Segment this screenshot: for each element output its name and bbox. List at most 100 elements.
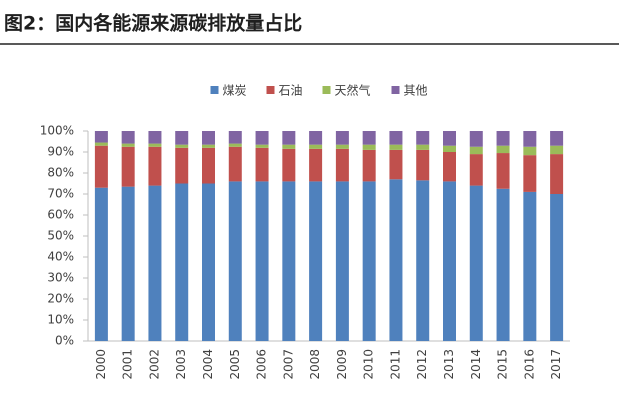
legend-label: 石油 [279, 84, 303, 98]
x-tick-label: 2006 [255, 349, 269, 380]
bar-segment [175, 131, 189, 145]
bar-segment [175, 144, 189, 148]
bar-segment [255, 147, 269, 182]
bar-segment [202, 144, 215, 148]
bar-segment [121, 186, 135, 341]
bar-segment [496, 131, 510, 146]
y-tick-label: 70% [47, 187, 74, 201]
bar-segment [335, 181, 349, 341]
bar-segment [469, 185, 483, 341]
x-tick-label: 2017 [549, 349, 563, 380]
bar-segment [523, 191, 537, 341]
bar-segment [282, 144, 296, 149]
bar-segment [389, 144, 403, 150]
bar-segment [202, 131, 215, 145]
x-tick-label: 2005 [228, 349, 242, 380]
x-tick-label: 2001 [121, 349, 135, 380]
y-tick-label: 10% [47, 313, 74, 327]
bar-segment [523, 146, 537, 156]
bar-segment [496, 153, 510, 189]
y-tick-label: 30% [47, 271, 74, 285]
x-tick-label: 2011 [388, 349, 402, 380]
bar-segment [255, 181, 269, 341]
y-tick-label: 90% [47, 145, 74, 159]
bar-segment [309, 181, 323, 341]
x-tick-label: 2012 [415, 349, 429, 380]
y-tick-label: 80% [47, 166, 74, 180]
x-tick-label: 2013 [442, 349, 456, 380]
bar-segment [121, 146, 135, 187]
chart-title: 图2：国内各能源来源碳排放量占比 [4, 12, 302, 35]
y-tick-label: 20% [47, 292, 74, 306]
bar-segment [255, 144, 269, 148]
x-tick-label: 2010 [362, 349, 376, 380]
bar-segment [416, 180, 430, 341]
x-tick-label: 2008 [308, 349, 322, 380]
bar-segment [309, 131, 323, 145]
bar-segment [148, 146, 162, 186]
y-tick-label: 40% [47, 250, 74, 264]
bar-segment [202, 183, 215, 341]
x-tick-label: 2007 [281, 349, 295, 380]
x-tick-label: 2009 [335, 349, 349, 380]
bar-segment [148, 131, 162, 144]
bar-segment [228, 143, 242, 147]
bar-segment [389, 131, 403, 145]
bar-segment [335, 144, 349, 149]
legend-swatch [266, 86, 275, 94]
bar-segment [94, 142, 108, 146]
bar-segment [282, 181, 296, 341]
bar-segment [469, 154, 483, 186]
bar-segment [121, 143, 135, 147]
bar-segment [443, 152, 456, 182]
legend-label: 天然气 [335, 83, 371, 98]
bar-segment [309, 148, 323, 182]
bar-segment [496, 188, 510, 341]
x-tick-label: 2016 [522, 349, 536, 380]
x-tick-label: 2004 [201, 349, 215, 380]
bar-segment [309, 144, 323, 149]
bar-segment [228, 131, 242, 144]
bar-segment [523, 155, 537, 192]
bar-segment [550, 154, 564, 194]
bar-segment [335, 148, 349, 182]
bar-segment [362, 144, 376, 150]
bar-segment [416, 131, 430, 145]
legend-label: 其他 [404, 84, 428, 98]
legend-swatch [391, 86, 400, 94]
bar-segment [148, 185, 162, 341]
bar-segment [121, 131, 135, 144]
bar-segment [335, 131, 349, 145]
bar-segment [389, 179, 403, 341]
bar-segment [389, 149, 403, 180]
bar-segment [228, 146, 242, 182]
x-tick-label: 2002 [147, 349, 161, 380]
bar-segment [416, 144, 430, 150]
bar-segment [255, 131, 269, 145]
x-tick-label: 2000 [94, 349, 108, 380]
bar-segment [202, 147, 215, 184]
legend-label: 煤炭 [223, 84, 247, 98]
bar-segment [362, 181, 376, 341]
bar-segment [175, 147, 189, 184]
legend-swatch [322, 86, 331, 94]
bar-segment [496, 145, 510, 154]
bar-segment [469, 146, 483, 155]
bar-segment [282, 131, 296, 145]
bar-segment [469, 131, 483, 147]
bar-segment [228, 181, 242, 341]
y-tick-label: 0% [55, 334, 74, 348]
bar-segment [443, 131, 456, 146]
bar-segment [550, 194, 564, 341]
bar-segment [175, 183, 189, 341]
x-tick-label: 2014 [469, 349, 483, 380]
bar-segment [94, 131, 108, 143]
bar-segment [416, 149, 430, 181]
y-tick-label: 50% [47, 229, 74, 243]
bar-segment [523, 131, 537, 147]
y-tick-label: 60% [47, 208, 74, 222]
bar-segment [550, 145, 564, 155]
bar-segment [443, 145, 456, 152]
bar-segment [94, 187, 108, 341]
